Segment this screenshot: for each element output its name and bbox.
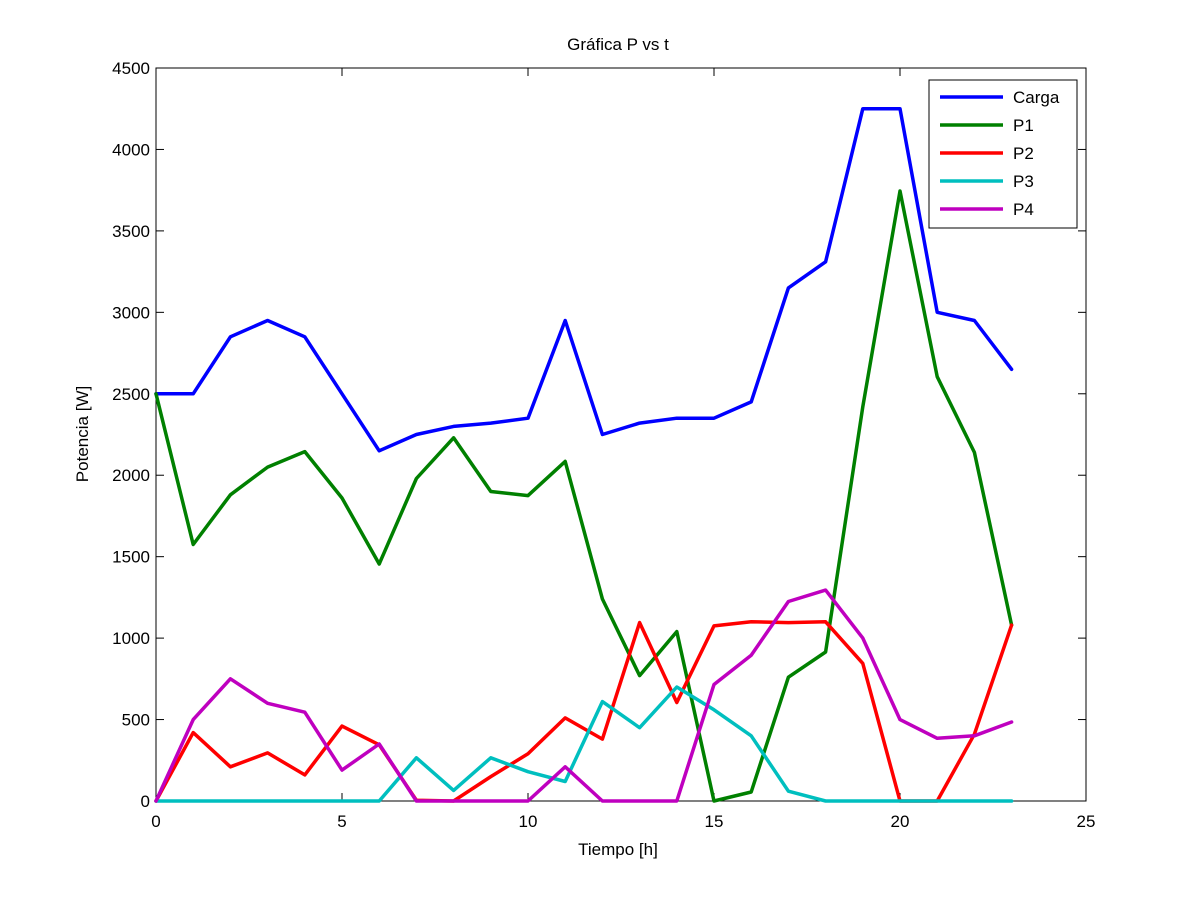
y-tick-label: 1000 <box>112 629 150 648</box>
x-axis-label: Tiempo [h] <box>578 840 658 859</box>
x-tick-label: 5 <box>337 812 346 831</box>
legend-label-p2: P2 <box>1013 144 1034 163</box>
y-tick-label: 2000 <box>112 466 150 485</box>
series-line-carga <box>154 106 1014 453</box>
legend-label-p1: P1 <box>1013 116 1034 135</box>
plot-area: 0 5 10 15 20 25 0 500 1000 1500 2000 2500 3000 3500 40… <box>112 59 1095 831</box>
y-tick-label: 3000 <box>112 303 150 322</box>
x-tick-label: 0 <box>151 812 160 831</box>
y-tick-label: 0 <box>141 792 150 811</box>
x-tick-label: 10 <box>519 812 538 831</box>
series-line-p3 <box>154 685 1014 803</box>
y-tick-label: 500 <box>122 711 150 730</box>
y-tick-label: 1500 <box>112 548 150 567</box>
chart-title: Gráfica P vs t <box>567 35 669 54</box>
x-tick-label: 20 <box>891 812 910 831</box>
series-line-p4 <box>154 588 1014 803</box>
y-axis-label: Potencia [W] <box>73 386 92 482</box>
y-tick-label: 2500 <box>112 385 150 404</box>
legend-label-carga: Carga <box>1013 88 1060 107</box>
x-tick-label: 15 <box>705 812 724 831</box>
x-tick-label: 25 <box>1077 812 1096 831</box>
legend-label-p4: P4 <box>1013 200 1034 219</box>
series-line-p2 <box>154 620 1014 803</box>
series-line-p1 <box>154 189 1014 803</box>
y-tick-label: 4000 <box>112 140 150 159</box>
y-tick-label: 3500 <box>112 222 150 241</box>
legend-label-p3: P3 <box>1013 172 1034 191</box>
y-tick-label: 4500 <box>112 59 150 78</box>
